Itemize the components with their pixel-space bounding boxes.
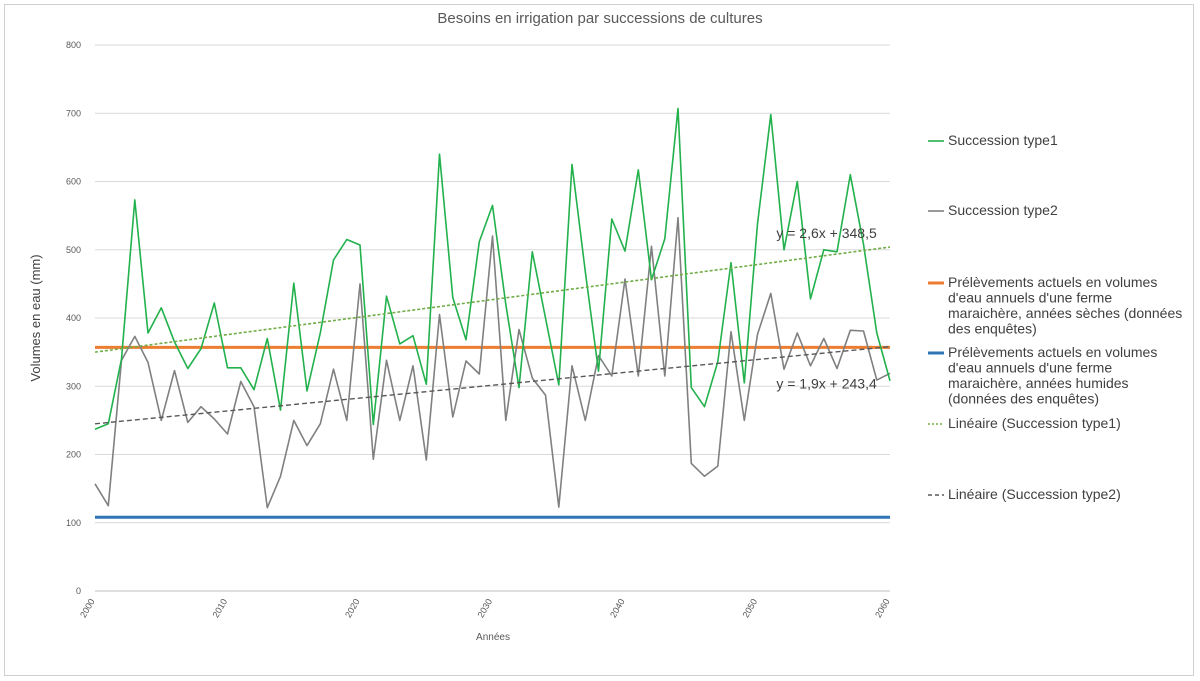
legend-item: Succession type2 bbox=[928, 202, 1058, 218]
x-tick-label: 2060 bbox=[873, 597, 892, 619]
x-axis-label: Années bbox=[476, 632, 510, 643]
trendline-succession-type2 bbox=[94, 345, 891, 425]
legend-item: Prélèvements actuels en volumes d'eau ann… bbox=[928, 274, 1182, 337]
y-tick-label: 300 bbox=[66, 381, 81, 391]
y-tick-label: 400 bbox=[66, 313, 81, 323]
legend-item: Succession type1 bbox=[928, 132, 1058, 148]
legend-label: Linéaire (Succession type1) bbox=[948, 415, 1121, 431]
legend-item: Linéaire (Succession type2) bbox=[928, 486, 1121, 502]
legend-label: Prélèvements actuels en volumes d'eau ann… bbox=[948, 344, 1157, 407]
legend-item: Prélèvements actuels en volumes d'eau ann… bbox=[928, 344, 1157, 407]
x-tick-label: 2000 bbox=[78, 597, 97, 619]
y-tick-label: 200 bbox=[66, 450, 81, 460]
legend-item: Linéaire (Succession type1) bbox=[928, 415, 1121, 431]
legend-label: Succession type1 bbox=[948, 132, 1058, 148]
y-tick-label: 100 bbox=[66, 518, 81, 528]
legend-label: Succession type2 bbox=[948, 202, 1058, 218]
series-line-succession-type1 bbox=[94, 107, 891, 430]
y-axis-label: Volumes en eau (mm) bbox=[28, 254, 43, 381]
y-tick-labels: 0 100 200 300 400 500 600 700 800 bbox=[66, 40, 81, 596]
y-tick-label: 500 bbox=[66, 245, 81, 255]
x-tick-labels: 2000 2010 2020 2030 2040 2050 2060 bbox=[78, 597, 892, 619]
trendline-succession-type1 bbox=[94, 246, 891, 353]
legend-label: Linéaire (Succession type2) bbox=[948, 486, 1121, 502]
y-tick-label: 700 bbox=[66, 108, 81, 118]
trend-equations: y = 2,6x + 348,5 y = 1,9x + 243,4 bbox=[776, 225, 877, 391]
trend-equation-type2: y = 1,9x + 243,4 bbox=[776, 375, 877, 391]
chart-frame bbox=[4, 4, 1194, 676]
legend: Succession type1 Succession type2 Prélèvem… bbox=[928, 132, 1182, 502]
x-tick-label: 2040 bbox=[608, 597, 627, 619]
series-line-succession-type2 bbox=[94, 216, 891, 509]
y-tick-label: 600 bbox=[66, 177, 81, 187]
series-layer bbox=[94, 107, 891, 519]
chart-title: Besoins en irrigation par successions de… bbox=[437, 10, 762, 27]
x-tick-label: 2030 bbox=[476, 597, 495, 619]
grid bbox=[95, 44, 890, 592]
x-tick-label: 2010 bbox=[211, 597, 230, 619]
x-tick-label: 2020 bbox=[343, 597, 362, 619]
y-tick-label: 800 bbox=[66, 40, 81, 50]
x-tick-label: 2050 bbox=[741, 597, 760, 619]
y-tick-label: 0 bbox=[76, 586, 81, 596]
trend-equation-type1: y = 2,6x + 348,5 bbox=[776, 225, 877, 241]
legend-label: Prélèvements actuels en volumes d'eau ann… bbox=[948, 274, 1182, 337]
